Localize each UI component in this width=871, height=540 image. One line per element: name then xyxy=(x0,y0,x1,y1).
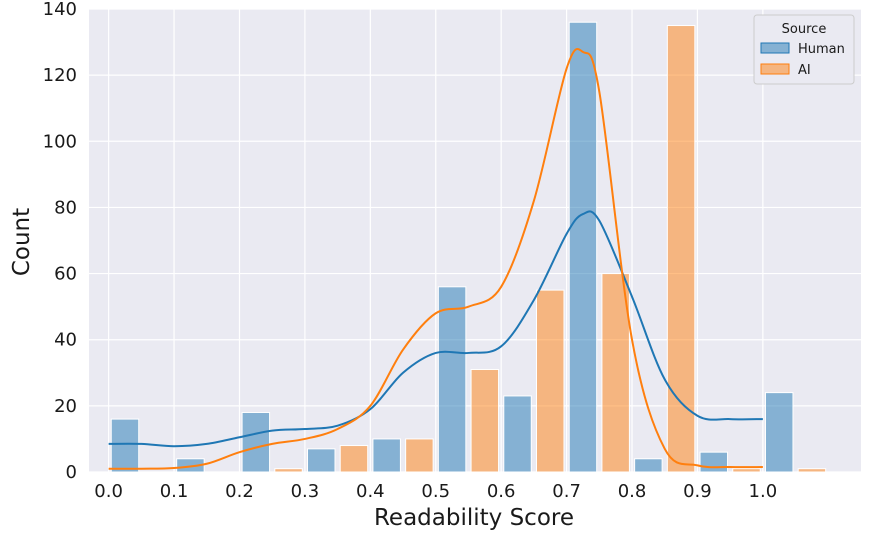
y-tick-label: 120 xyxy=(43,65,77,86)
bar-ai xyxy=(535,289,565,473)
x-axis-label: Readability Score xyxy=(374,505,574,531)
bar-ai xyxy=(797,468,827,473)
bar-ai xyxy=(601,273,630,473)
bar-ai xyxy=(274,468,303,473)
y-tick-label: 140 xyxy=(43,0,77,20)
kde-curves xyxy=(108,48,763,470)
bar-human xyxy=(241,411,271,473)
bar-ai xyxy=(732,468,761,473)
x-tick-label: 0.5 xyxy=(421,481,450,502)
bars xyxy=(110,21,827,473)
x-tick-labels: 0.0 0.1 0.2 0.3 0.4 0.5 0.6 0.7 0.8 0.9 1.0 xyxy=(94,481,777,502)
legend: Source Human AI xyxy=(753,14,855,85)
y-tick-label: 20 xyxy=(54,396,77,417)
x-tick-label: 0.7 xyxy=(552,481,581,502)
legend-entry-human: Human xyxy=(798,42,845,57)
legend-entry-ai: AI xyxy=(798,63,811,78)
bar-ai xyxy=(666,25,696,473)
x-tick-label: 0.3 xyxy=(291,481,320,502)
legend-swatch-ai xyxy=(760,63,790,75)
kde-line-human xyxy=(108,210,763,448)
bar-ai xyxy=(470,368,500,473)
bar-human xyxy=(764,392,794,473)
grid xyxy=(89,8,861,473)
y-tick-label: 60 xyxy=(54,264,77,285)
bar-human xyxy=(437,286,467,473)
legend-swatch-human xyxy=(760,42,790,54)
y-axis-label: Count xyxy=(9,208,35,276)
x-tick-label: 0.9 xyxy=(683,481,712,502)
bar-human xyxy=(307,448,336,473)
y-tick-labels: 0 20 40 60 80 100 120 140 xyxy=(43,0,77,483)
y-tick-label: 100 xyxy=(43,131,77,152)
bar-human xyxy=(176,458,205,473)
bar-human xyxy=(110,418,140,473)
x-tick-label: 0.2 xyxy=(225,481,254,502)
y-tick-label: 40 xyxy=(54,330,77,351)
y-tick-label: 80 xyxy=(54,197,77,218)
x-tick-label: 1.0 xyxy=(749,481,778,502)
x-tick-label: 0.6 xyxy=(487,481,516,502)
bar-human xyxy=(568,21,598,473)
bar-human xyxy=(503,395,532,473)
bar-human xyxy=(699,451,729,473)
kde-line-ai xyxy=(108,48,763,470)
bar-human xyxy=(372,438,401,473)
x-tick-label: 0.1 xyxy=(160,481,189,502)
x-tick-label: 0.0 xyxy=(94,481,123,502)
bar-ai xyxy=(405,438,434,473)
legend-title: Source xyxy=(782,22,827,37)
bar-ai xyxy=(339,445,369,473)
x-tick-label: 0.8 xyxy=(618,481,647,502)
bar-human xyxy=(634,458,663,473)
x-tick-label: 0.4 xyxy=(356,481,385,502)
y-tick-label: 0 xyxy=(66,462,77,483)
